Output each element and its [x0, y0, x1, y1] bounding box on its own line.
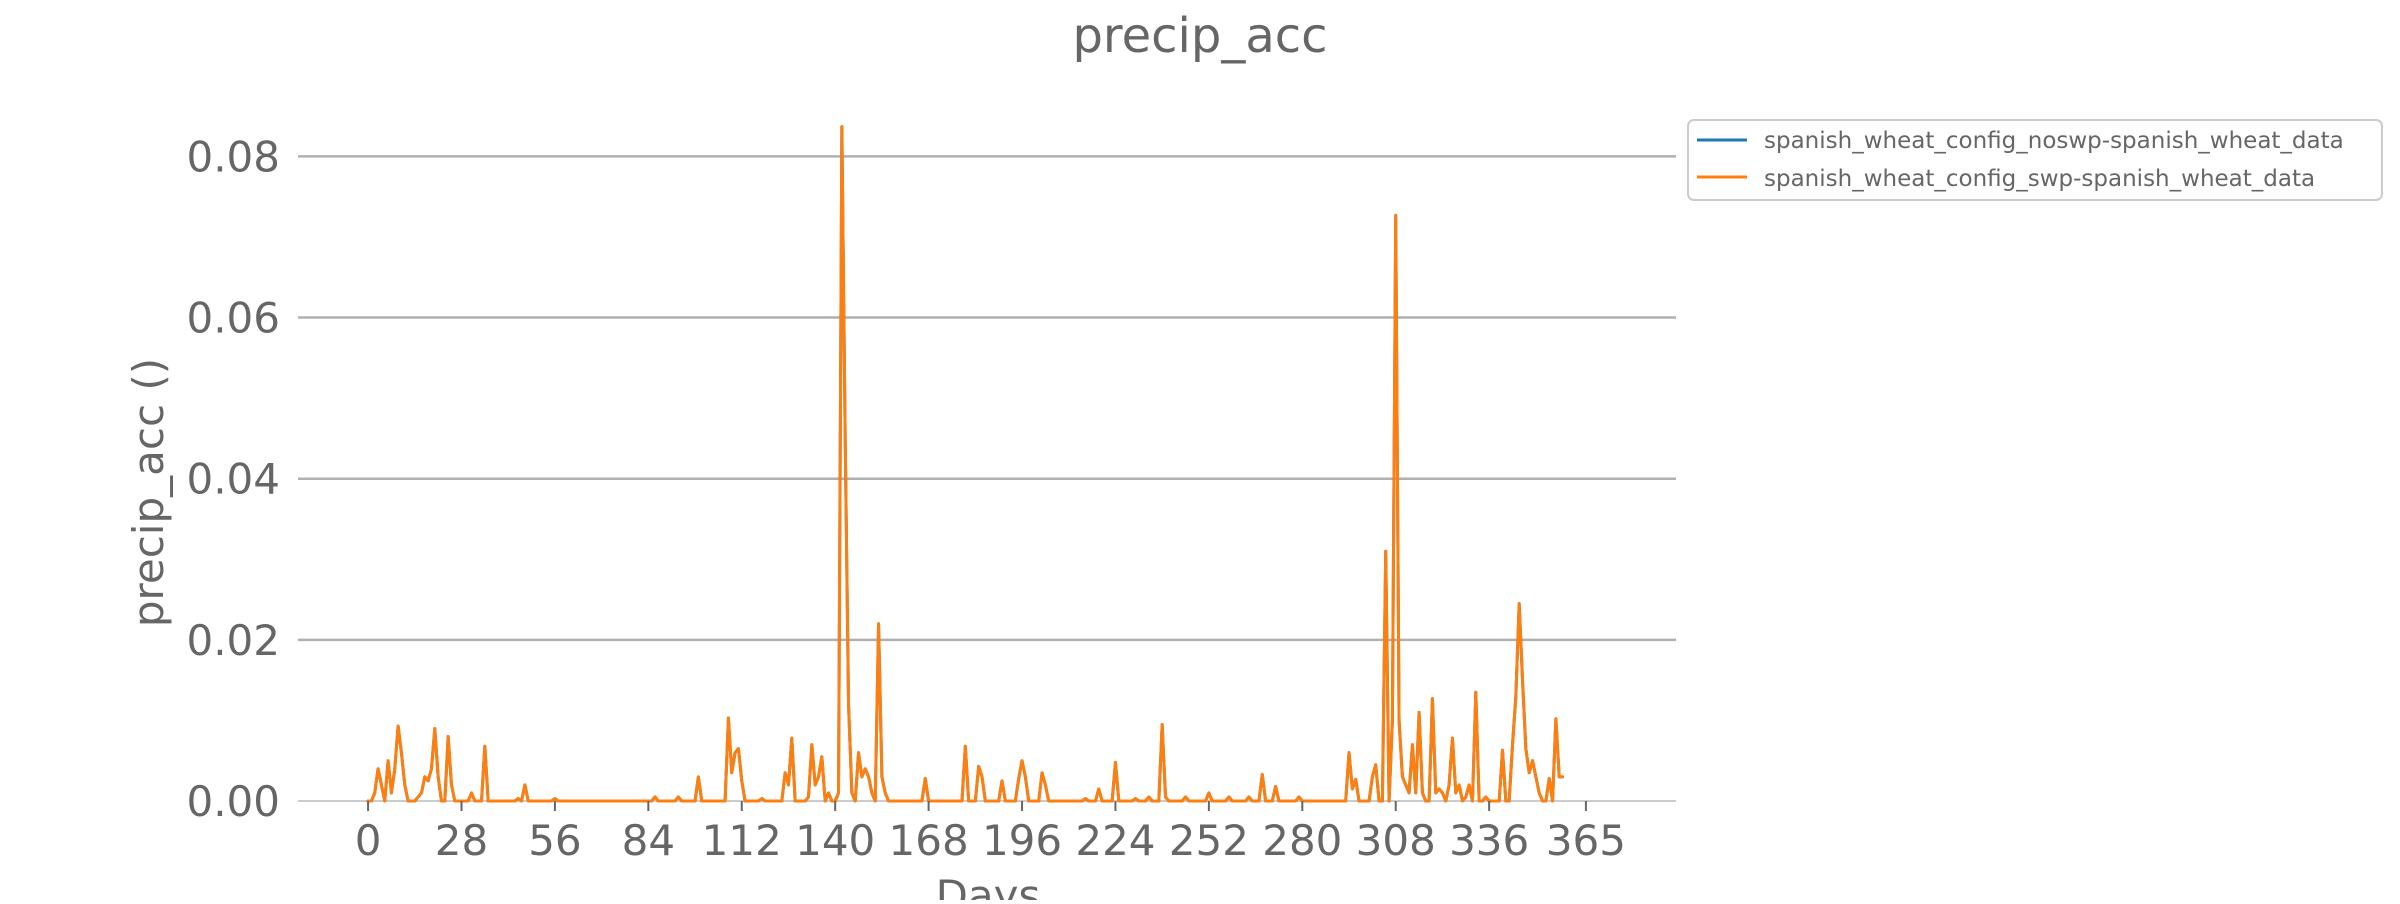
x-tick-label-5: 140	[795, 816, 875, 865]
y-tick-label-4: 0.08	[186, 132, 280, 181]
legend-box	[1687, 119, 2383, 201]
y-axis-ticks: 0.00 0.02 0.04 0.06 0.08	[186, 132, 280, 826]
y-tick-label-2: 0.04	[186, 455, 280, 504]
x-tick-label-7: 196	[982, 816, 1062, 865]
x-tick-label-8: 224	[1075, 816, 1155, 865]
x-tick-label-0: 0	[355, 816, 382, 865]
legend: spanish_wheat_config_noswp-spanish_wheat…	[1687, 119, 2383, 201]
plot-series	[366, 125, 1565, 803]
x-axis-ticks: 0 28 56 84 112 140 168 196 224 252 280 308 336 365	[355, 801, 1626, 865]
chart-title: precip_acc	[1072, 8, 1327, 64]
x-tick-label-13: 365	[1546, 816, 1626, 865]
x-tick-label-10: 280	[1262, 816, 1342, 865]
x-tick-label-4: 112	[702, 816, 782, 865]
x-tick-label-12: 336	[1449, 816, 1529, 865]
y-tick-label-1: 0.02	[186, 616, 280, 665]
legend-label-noswp: spanish_wheat_config_noswp-spanish_wheat…	[1764, 128, 2344, 154]
y-tick-label-3: 0.06	[186, 294, 280, 343]
x-tick-label-1: 28	[435, 816, 488, 865]
x-tick-label-9: 252	[1169, 816, 1249, 865]
legend-label-swp: spanish_wheat_config_swp-spanish_wheat_d…	[1764, 166, 2315, 192]
series-line-1	[366, 125, 1565, 803]
x-tick-label-2: 56	[528, 816, 581, 865]
x-tick-label-11: 308	[1356, 816, 1436, 865]
y-axis-label: precip_acc ()	[124, 358, 173, 627]
x-tick-label-3: 84	[622, 816, 675, 865]
x-axis-label: Days	[936, 871, 1041, 900]
x-tick-label-6: 168	[889, 816, 969, 865]
y-tick-label-0: 0.00	[186, 777, 280, 826]
grid-lines	[298, 155, 1676, 642]
